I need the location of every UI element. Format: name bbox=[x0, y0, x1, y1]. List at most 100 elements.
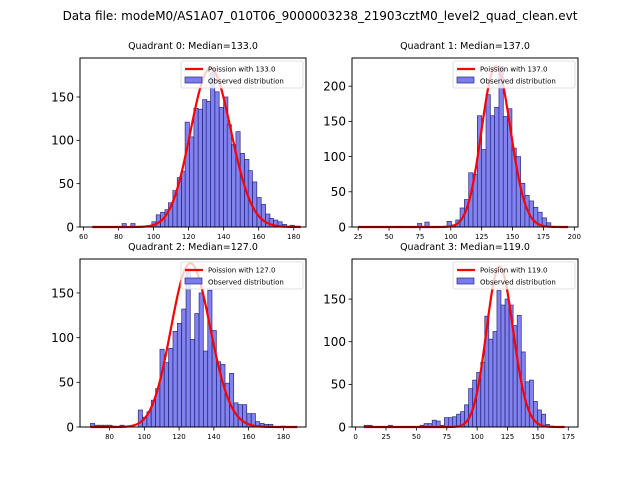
histogram-bar bbox=[185, 268, 191, 428]
x-tick-label: 25 bbox=[354, 233, 363, 241]
subplot-quadrant-1: Quadrant 1: Median=137.0 25 50 75 100 125 150 1… bbox=[323, 41, 581, 241]
histogram-bar bbox=[500, 304, 506, 428]
x-tick-label: 175 bbox=[562, 433, 575, 441]
subplot-title: Quadrant 1: Median=137.0 bbox=[400, 41, 530, 52]
x-tick-label: 100 bbox=[470, 433, 483, 441]
histogram-bar bbox=[494, 106, 500, 228]
x-tick-label: 150 bbox=[531, 433, 544, 441]
histogram-bar bbox=[193, 107, 199, 228]
histogram-bar bbox=[239, 152, 245, 228]
histogram-bar bbox=[218, 107, 224, 228]
y-tick-label: 50 bbox=[59, 376, 74, 390]
legend-label-observed: Observed distribution bbox=[208, 279, 284, 287]
x-tick-label: 80 bbox=[114, 233, 123, 241]
x-tick-label: 120 bbox=[172, 433, 185, 441]
x-tick-label: 175 bbox=[537, 233, 550, 241]
y-tick-label: 0 bbox=[338, 420, 346, 434]
y-tick-label: 0 bbox=[66, 220, 74, 234]
histogram-bar bbox=[443, 417, 449, 428]
x-tick-label: 140 bbox=[207, 433, 220, 441]
legend-box bbox=[452, 261, 576, 290]
x-tick-label: 125 bbox=[475, 233, 488, 241]
histogram-bar bbox=[502, 116, 508, 228]
histogram-bar bbox=[205, 100, 211, 228]
x-tick-label: 50 bbox=[412, 433, 421, 441]
legend: Poission with 137.0 Observed distribution bbox=[452, 60, 576, 89]
histogram-bar bbox=[177, 322, 182, 428]
legend-label-poisson: Poission with 127.0 bbox=[208, 267, 276, 275]
histogram-bar bbox=[210, 72, 216, 228]
y-tick-label: 50 bbox=[331, 185, 346, 199]
x-tick-label: 75 bbox=[442, 433, 451, 441]
histogram-bar bbox=[260, 204, 266, 228]
histogram-bar bbox=[163, 362, 169, 428]
axes-frame bbox=[79, 57, 307, 228]
subplot-quadrant-2: Quadrant 2: Median=127.0 80 100 120 140 160 18… bbox=[51, 242, 307, 441]
axes-frame bbox=[351, 258, 579, 428]
x-tick-label: 100 bbox=[147, 233, 160, 241]
histogram-bar bbox=[237, 404, 243, 428]
x-tick-label: 25 bbox=[382, 433, 391, 441]
histogram-bar bbox=[172, 331, 178, 428]
x-tick-label: 80 bbox=[105, 433, 114, 441]
histogram-bar bbox=[489, 115, 495, 228]
histogram-bar bbox=[190, 339, 195, 428]
histogram-bar bbox=[452, 416, 457, 428]
x-tick-label: 140 bbox=[217, 233, 230, 241]
histogram-bar bbox=[504, 298, 510, 428]
histogram-bar bbox=[226, 124, 232, 228]
histogram-bar bbox=[481, 149, 487, 228]
y-tick-label: 150 bbox=[51, 90, 74, 104]
x-tick-label: 180 bbox=[287, 233, 300, 241]
histogram-bar bbox=[485, 94, 491, 228]
x-tick-label: 180 bbox=[277, 433, 290, 441]
y-tick-label: 200 bbox=[323, 79, 346, 93]
x-tick-label: 160 bbox=[242, 433, 255, 441]
axes-frame bbox=[79, 258, 307, 428]
poisson-curve bbox=[358, 65, 569, 229]
histogram-bar bbox=[488, 338, 494, 428]
histogram-bar bbox=[203, 350, 208, 428]
subplot-title: Quadrant 3: Median=119.0 bbox=[400, 242, 530, 253]
legend-label-poisson: Poission with 137.0 bbox=[480, 66, 548, 74]
x-tick-label: 100 bbox=[444, 233, 457, 241]
subplot-quadrant-3: Quadrant 3: Median=119.0 0 25 50 75 100 125 150… bbox=[323, 242, 579, 441]
histogram-bar bbox=[189, 136, 195, 228]
axes-frame bbox=[351, 57, 579, 228]
histogram-bar bbox=[198, 292, 204, 428]
histogram-bar bbox=[181, 308, 187, 428]
y-tick-label: 100 bbox=[51, 331, 74, 345]
x-tick-label: 100 bbox=[138, 433, 151, 441]
legend-label-observed: Observed distribution bbox=[480, 78, 556, 86]
legend-label-observed: Observed distribution bbox=[480, 279, 556, 287]
legend-bar-swatch bbox=[184, 277, 203, 285]
x-tick-label: 75 bbox=[415, 233, 424, 241]
histogram-bar bbox=[448, 417, 453, 428]
legend-bar-swatch bbox=[456, 76, 475, 84]
histogram-bar bbox=[492, 331, 498, 428]
y-tick-label: 50 bbox=[331, 378, 346, 392]
x-tick-label: 150 bbox=[506, 233, 519, 241]
subplot-title: Quadrant 0: Median=133.0 bbox=[128, 41, 258, 52]
legend-label-poisson: Poission with 133.0 bbox=[208, 66, 276, 74]
legend: Poission with 119.0 Observed distribution bbox=[452, 261, 576, 290]
y-tick-label: 100 bbox=[323, 150, 346, 164]
legend-label-poisson: Poission with 119.0 bbox=[480, 267, 548, 275]
legend: Poission with 133.0 Observed distribution bbox=[180, 60, 304, 89]
x-tick-label: 120 bbox=[182, 233, 195, 241]
y-tick-label: 150 bbox=[323, 292, 346, 306]
y-tick-label: 100 bbox=[323, 335, 346, 349]
histogram-bar bbox=[197, 108, 203, 228]
subplot-quadrant-0: Quadrant 0: Median=133.0 60 80 100 120 140 160… bbox=[51, 41, 307, 241]
legend-bar-swatch bbox=[456, 277, 475, 285]
x-tick-label: 50 bbox=[385, 233, 394, 241]
y-tick-label: 150 bbox=[51, 286, 74, 300]
y-tick-label: 0 bbox=[338, 220, 346, 234]
histogram-bar bbox=[496, 290, 502, 428]
x-tick-label: 125 bbox=[501, 433, 514, 441]
figure-suptitle: Data file: modeM0/AS1A07_010T06_90000032… bbox=[62, 9, 578, 23]
histogram-bar bbox=[194, 313, 200, 428]
histogram-bar bbox=[231, 144, 237, 228]
legend-box bbox=[180, 60, 304, 89]
